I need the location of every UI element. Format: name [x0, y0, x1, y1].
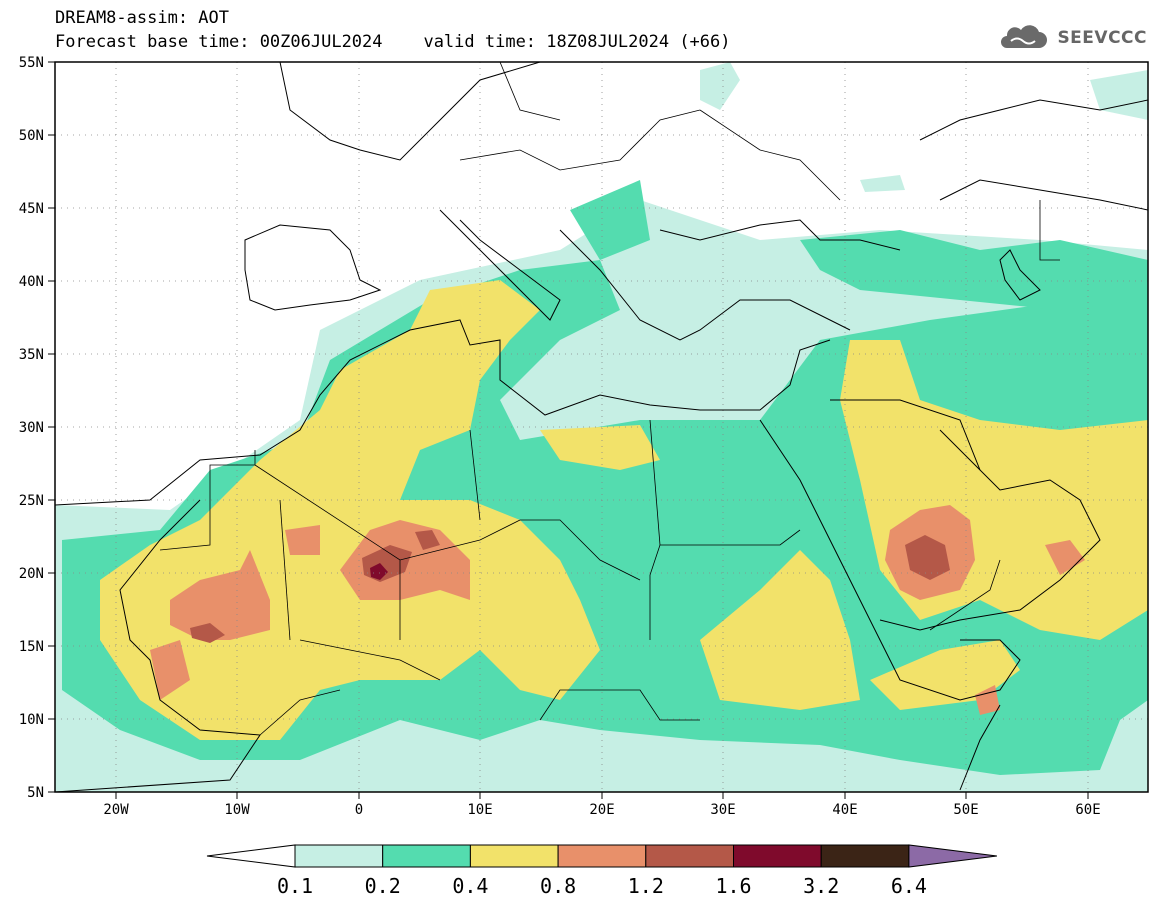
colorbar-label: 1.2	[628, 874, 664, 898]
lon-labels: 20W 10W 0 10E 20E 30E 40E 50E 60E	[103, 802, 1100, 818]
colorbar-label: 0.1	[277, 874, 313, 898]
colorbar-swatch	[733, 844, 822, 868]
lat-ticks	[48, 61, 55, 793]
lon-label: 60E	[1075, 802, 1100, 818]
lat-label: 5N	[27, 785, 44, 801]
colorbar-label: 0.2	[365, 874, 401, 898]
lon-label: 20W	[103, 802, 129, 818]
lon-label: 50E	[953, 802, 978, 818]
aot-field	[55, 62, 1148, 792]
colorbar-label: 1.6	[715, 874, 751, 898]
colorbar-label: 0.4	[452, 874, 488, 898]
lat-label: 50N	[19, 128, 44, 144]
gridlines	[55, 62, 1148, 792]
lat-label: 10N	[19, 712, 44, 728]
brand-name: SEEVCCC	[1057, 28, 1147, 48]
lat-label: 25N	[19, 493, 44, 509]
lat-label: 35N	[19, 347, 44, 363]
colorbar-swatch	[382, 844, 471, 868]
lat-label: 30N	[19, 420, 44, 436]
forecast-time-line: Forecast base time: 00Z06JUL2024 valid t…	[55, 32, 731, 52]
colorbar-label: 6.4	[891, 874, 927, 898]
coastlines	[55, 62, 1148, 792]
lat-label: 45N	[19, 201, 44, 217]
lat-label: 40N	[19, 274, 44, 290]
lat-label: 55N	[19, 55, 44, 71]
colorbar-swatch	[469, 844, 559, 868]
lat-labels: 55N 50N 45N 40N 35N 30N 25N 20N 15N 10N …	[19, 55, 44, 801]
map-title: DREAM8-assim: AOT	[55, 8, 229, 28]
lat-label: 20N	[19, 566, 44, 582]
colorbar-swatch	[820, 844, 910, 868]
lat-label: 15N	[19, 639, 44, 655]
lon-ticks	[115, 792, 1089, 799]
colorbar: 0.1 0.2 0.4 0.8 1.2 1.6 3.2 6.4	[206, 844, 997, 898]
lon-label: 20E	[589, 802, 614, 818]
colorbar-arrow-high	[908, 844, 997, 868]
lon-label: 40E	[832, 802, 857, 818]
colorbar-arrow-low	[206, 844, 296, 868]
colorbar-swatch	[557, 844, 647, 868]
colorbar-label: 0.8	[540, 874, 576, 898]
brand-logo: SEEVCCC	[997, 24, 1147, 52]
colorbar-swatch	[294, 844, 384, 868]
lon-label: 30E	[710, 802, 735, 818]
colorbar-label: 3.2	[803, 874, 839, 898]
lon-label: 10W	[224, 802, 250, 818]
cloud-icon	[1001, 25, 1048, 48]
political-borders	[159, 62, 1060, 736]
aot-band-1.6	[370, 563, 388, 580]
lon-label: 10E	[467, 802, 492, 818]
colorbar-swatch	[645, 844, 734, 868]
lon-label: 0	[355, 802, 363, 818]
